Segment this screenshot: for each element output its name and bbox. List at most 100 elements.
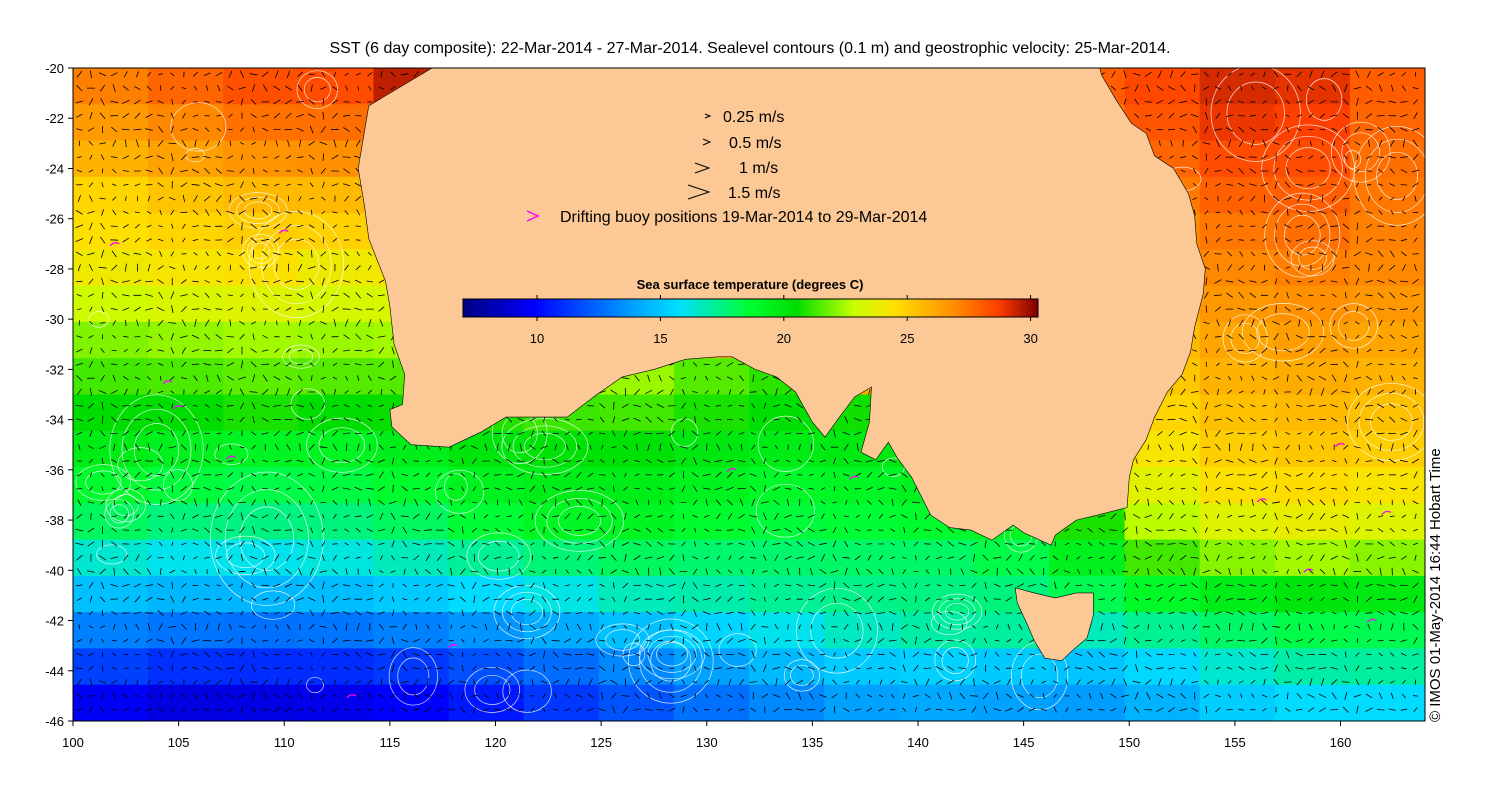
buoy-marker (526, 210, 540, 222)
sst-cell (1349, 612, 1425, 650)
sst-cell (148, 285, 225, 323)
lat-tick-label: -40 (45, 563, 64, 578)
sst-cell (1274, 430, 1351, 469)
sst-cell (1274, 394, 1351, 432)
sst-cell (523, 684, 600, 721)
contour-line (104, 499, 135, 529)
lon-tick-label: 110 (274, 735, 295, 750)
sst-cell (148, 394, 225, 432)
sst-cell (673, 539, 750, 577)
lat-tick-label: -28 (45, 262, 64, 277)
contour-line (306, 676, 324, 694)
contour-line (85, 470, 122, 495)
contour-line (474, 674, 511, 705)
colorbar-ticks: 10 15 20 25 30 (530, 295, 1038, 346)
sst-cell (223, 503, 300, 541)
contour-line (1353, 125, 1425, 226)
sst-cell (298, 612, 375, 650)
sst-cell (1199, 140, 1276, 178)
sst-cell (1349, 358, 1425, 396)
contour-line (1273, 135, 1343, 201)
sst-cell (1349, 321, 1425, 360)
contour-line (945, 602, 970, 621)
sst-cell (598, 575, 675, 614)
sst-cell (1349, 539, 1425, 577)
scale-label-2: 0.5 m/s (729, 135, 781, 152)
sst-cell (148, 140, 225, 178)
sst-cell (673, 648, 750, 686)
copyright-credit: © IMOS 01-May-2014 16:44 Hobart Time (1427, 448, 1444, 722)
contour-line (296, 70, 338, 109)
buoy-label: Drifting buoy positions 19-Mar-2014 to 2… (560, 209, 927, 226)
sst-cell (1199, 648, 1276, 686)
sst-cell (448, 467, 525, 505)
scale-label-1: 0.25 m/s (723, 109, 784, 126)
sst-cell (298, 684, 375, 721)
colorbar-tick-label: 10 (530, 331, 544, 346)
sst-cell (1349, 68, 1425, 106)
sst-cell (1274, 358, 1351, 396)
contour-line (443, 473, 468, 501)
sst-cell (298, 467, 375, 505)
sst-cell (223, 249, 300, 287)
contour-line (1226, 81, 1285, 145)
contour-line (647, 635, 697, 673)
lon-axis: 100 105 110 115 120 125 130 135 140 145 150 155 160 (62, 721, 1351, 750)
contour-line (112, 494, 139, 517)
lat-tick-label: -42 (45, 614, 64, 629)
contour-line (1329, 303, 1378, 349)
sst-cell (673, 467, 750, 505)
sst-cell (673, 575, 750, 614)
sst-cell (298, 503, 375, 541)
sst-cell (298, 321, 375, 360)
sst-cell (73, 467, 150, 505)
sst-cell (1274, 575, 1351, 614)
contour-line (1210, 68, 1301, 162)
contour-line (388, 647, 438, 706)
sst-cell (1274, 684, 1351, 721)
contour-line (932, 593, 983, 630)
lat-tick-label: -44 (45, 664, 64, 679)
contour-line (75, 464, 132, 501)
sst-cell (223, 285, 300, 323)
sst-cell (824, 503, 901, 541)
buoy-track (225, 455, 236, 460)
sst-cell (824, 575, 901, 614)
sst-cell (1199, 285, 1276, 323)
lon-tick-label: 150 (1118, 735, 1140, 750)
buoy-track (346, 694, 357, 699)
map-frame (72, 67, 1426, 722)
sst-cell (373, 539, 450, 577)
contour-line (96, 544, 128, 565)
sst-cell (373, 503, 450, 541)
velocity-arrows (75, 70, 1420, 714)
contour-line (1230, 322, 1260, 354)
contour-line (1298, 246, 1327, 270)
sst-cell (1349, 575, 1425, 614)
sst-cell (824, 467, 901, 505)
buoy-track (1334, 442, 1345, 448)
sst-cell (448, 575, 525, 614)
sst-cell (1199, 104, 1276, 142)
contour-line (282, 344, 320, 369)
sst-cell (1199, 176, 1276, 215)
sst-cell (749, 612, 826, 650)
colorbar-title: Sea surface temperature (degrees C) (637, 277, 864, 292)
contour-line (228, 192, 288, 229)
sst-cell (749, 467, 826, 505)
sst-cell (1199, 249, 1276, 287)
sst-cell (673, 684, 750, 721)
sst-cell (148, 575, 225, 614)
sst-cell (1349, 503, 1425, 541)
contour-line (109, 504, 130, 524)
velocity-legend: 0.25 m/s 0.5 m/s 1 m/s 1.5 m/s Drifting … (526, 109, 927, 226)
sst-cell (1199, 467, 1276, 505)
sst-cell (974, 684, 1051, 721)
contour-line (303, 77, 331, 103)
sst-cell (223, 648, 300, 686)
contour-line (170, 102, 227, 152)
lat-axis: -20 -22 -24 -26 -28 -30 -32 -34 -36 -38 -40 -42 -44 -… (45, 61, 73, 729)
sst-cell (148, 684, 225, 721)
lon-tick-label: 145 (1013, 735, 1035, 750)
